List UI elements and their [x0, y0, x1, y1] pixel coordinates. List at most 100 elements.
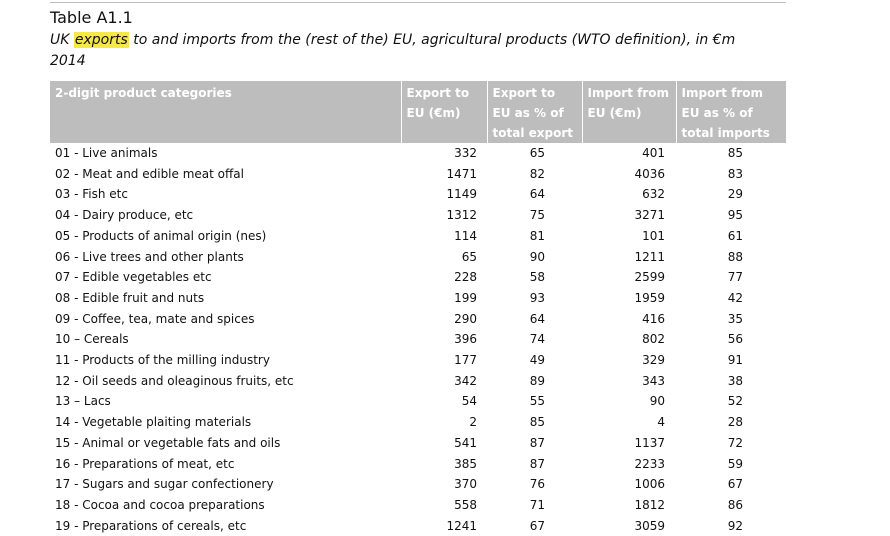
cell-import-pct: 72 — [727, 435, 743, 450]
cell-import: 90 — [649, 394, 665, 409]
table-row: 08 - Edible fruit and nuts 199 93 1959 42 — [50, 288, 786, 309]
cell-import: 343 — [642, 373, 665, 388]
cell-export: 177 — [454, 353, 477, 368]
table-body: 01 - Live animals 332 65 401 85 02 - Meat and… — [50, 143, 786, 536]
table-row: 10 – Cereals 396 74 802 56 — [50, 329, 786, 350]
cell-category: 06 - Live trees and other plants — [55, 249, 244, 264]
top-rule — [50, 2, 786, 3]
table-row: 11 - Products of the milling industry 177… — [50, 350, 786, 371]
cell-export-pct: 74 — [529, 332, 545, 347]
table-header: 2-digit product categories Export to EU … — [50, 81, 786, 143]
header-import: Import from EU (€m) — [582, 81, 677, 143]
cell-category: 18 - Cocoa and cocoa preparations — [55, 497, 265, 512]
caption-before: UK — [50, 32, 74, 48]
table-row: 07 - Edible vegetables etc 228 58 2599 77 — [50, 267, 786, 288]
table-row: 16 - Preparations of meat, etc 385 87 2233 5… — [50, 454, 786, 475]
cell-import: 802 — [642, 332, 665, 347]
cell-export: 1241 — [446, 518, 477, 533]
cell-export-pct: 81 — [529, 228, 545, 243]
cell-export: 1471 — [446, 166, 477, 181]
cell-export: 54 — [461, 394, 477, 409]
cell-export: 541 — [454, 435, 477, 450]
cell-export-pct: 87 — [529, 456, 545, 471]
cell-import-pct: 83 — [727, 166, 743, 181]
cell-category: 16 - Preparations of meat, etc — [55, 456, 235, 471]
header-row: 2-digit product categories Export to EU … — [50, 81, 786, 143]
cell-import: 401 — [642, 146, 665, 160]
cell-import-pct: 92 — [727, 518, 743, 533]
cell-category: 15 - Animal or vegetable fats and oils — [55, 435, 281, 450]
cell-export-pct: 64 — [529, 311, 545, 326]
cell-category: 13 – Lacs — [55, 394, 111, 409]
cell-import: 3271 — [634, 208, 665, 223]
cell-export-pct: 49 — [529, 353, 545, 368]
cell-export-pct: 93 — [529, 290, 545, 305]
cell-import-pct: 85 — [727, 146, 743, 160]
cell-category: 04 - Dairy produce, etc — [55, 208, 194, 223]
cell-export-pct: 65 — [529, 146, 545, 160]
cell-category: 10 – Cereals — [55, 332, 129, 347]
cell-export: 1149 — [446, 187, 477, 202]
cell-export-pct: 67 — [529, 518, 545, 533]
cell-export: 385 — [454, 456, 477, 471]
cell-category: 09 - Coffee, tea, mate and spices — [55, 311, 255, 326]
table-row: 17 - Sugars and sugar confectionery 370 76… — [50, 474, 786, 495]
cell-import: 1812 — [634, 497, 665, 512]
cell-category: 03 - Fish etc — [55, 187, 128, 202]
cell-import-pct: 77 — [727, 270, 743, 285]
cell-export: 290 — [454, 311, 477, 326]
cell-import: 1959 — [634, 290, 665, 305]
cell-import-pct: 52 — [727, 394, 743, 409]
cell-import-pct: 88 — [727, 249, 743, 264]
table-row: 03 - Fish etc 1149 64 632 29 — [50, 184, 786, 205]
cell-export: 114 — [454, 228, 477, 243]
cell-export-pct: 82 — [529, 166, 545, 181]
cell-import: 3059 — [634, 518, 665, 533]
caption-highlight: exports — [73, 32, 129, 48]
cell-category: 14 - Vegetable plaiting materials — [55, 415, 252, 430]
cell-import: 2233 — [634, 456, 665, 471]
table-row: 09 - Coffee, tea, mate and spices 290 64 41… — [50, 309, 786, 330]
cell-export-pct: 64 — [529, 187, 545, 202]
cell-category: 12 - Oil seeds and oleaginous fruits, et… — [55, 373, 294, 388]
cell-export-pct: 71 — [529, 497, 545, 512]
cell-import-pct: 29 — [727, 187, 743, 202]
cell-export: 1312 — [446, 208, 477, 223]
table-caption: UK exports to and imports from the (rest… — [50, 30, 810, 72]
cell-import: 4036 — [634, 166, 665, 181]
cell-import: 1006 — [634, 477, 665, 492]
table-row: 14 - Vegetable plaiting materials 2 85 4 28 — [50, 412, 786, 433]
cell-export-pct: 85 — [529, 415, 545, 430]
cell-category: 07 - Edible vegetables etc — [55, 270, 212, 285]
cell-category: 17 - Sugars and sugar confectionery — [55, 477, 274, 492]
cell-import: 329 — [642, 353, 665, 368]
header-export: Export to EU (€m) — [401, 81, 488, 143]
cell-import-pct: 28 — [727, 415, 743, 430]
cell-export-pct: 55 — [529, 394, 545, 409]
cell-export: 370 — [454, 477, 477, 492]
cell-export: 558 — [454, 497, 477, 512]
cell-import-pct: 91 — [727, 353, 743, 368]
cell-import-pct: 56 — [727, 332, 743, 347]
cell-import: 1137 — [634, 435, 665, 450]
cell-import: 2599 — [634, 270, 665, 285]
cell-export: 396 — [454, 332, 477, 347]
cell-category: 02 - Meat and edible meat offal — [55, 166, 244, 181]
cell-import: 416 — [642, 311, 665, 326]
table-row: 05 - Products of animal origin (nes) 114 8… — [50, 226, 786, 247]
cell-export: 2 — [469, 415, 477, 430]
cell-import-pct: 61 — [727, 228, 743, 243]
cell-import-pct: 42 — [727, 290, 743, 305]
header-import-pct: Import from EU as % of total imports — [676, 81, 786, 143]
cell-category: 05 - Products of animal origin (nes) — [55, 228, 267, 243]
cell-export: 342 — [454, 373, 477, 388]
trade-table: 2-digit product categories Export to EU … — [50, 81, 786, 536]
cell-export: 332 — [454, 146, 477, 160]
cell-export-pct: 89 — [529, 373, 545, 388]
cell-import: 101 — [642, 228, 665, 243]
cell-export-pct: 75 — [529, 208, 545, 223]
caption-year: 2014 — [50, 53, 86, 69]
table-row: 19 - Preparations of cereals, etc 1241 67 3… — [50, 516, 786, 536]
cell-category: 11 - Products of the milling industry — [55, 353, 270, 368]
table-row: 06 - Live trees and other plants 65 90 1211… — [50, 247, 786, 268]
